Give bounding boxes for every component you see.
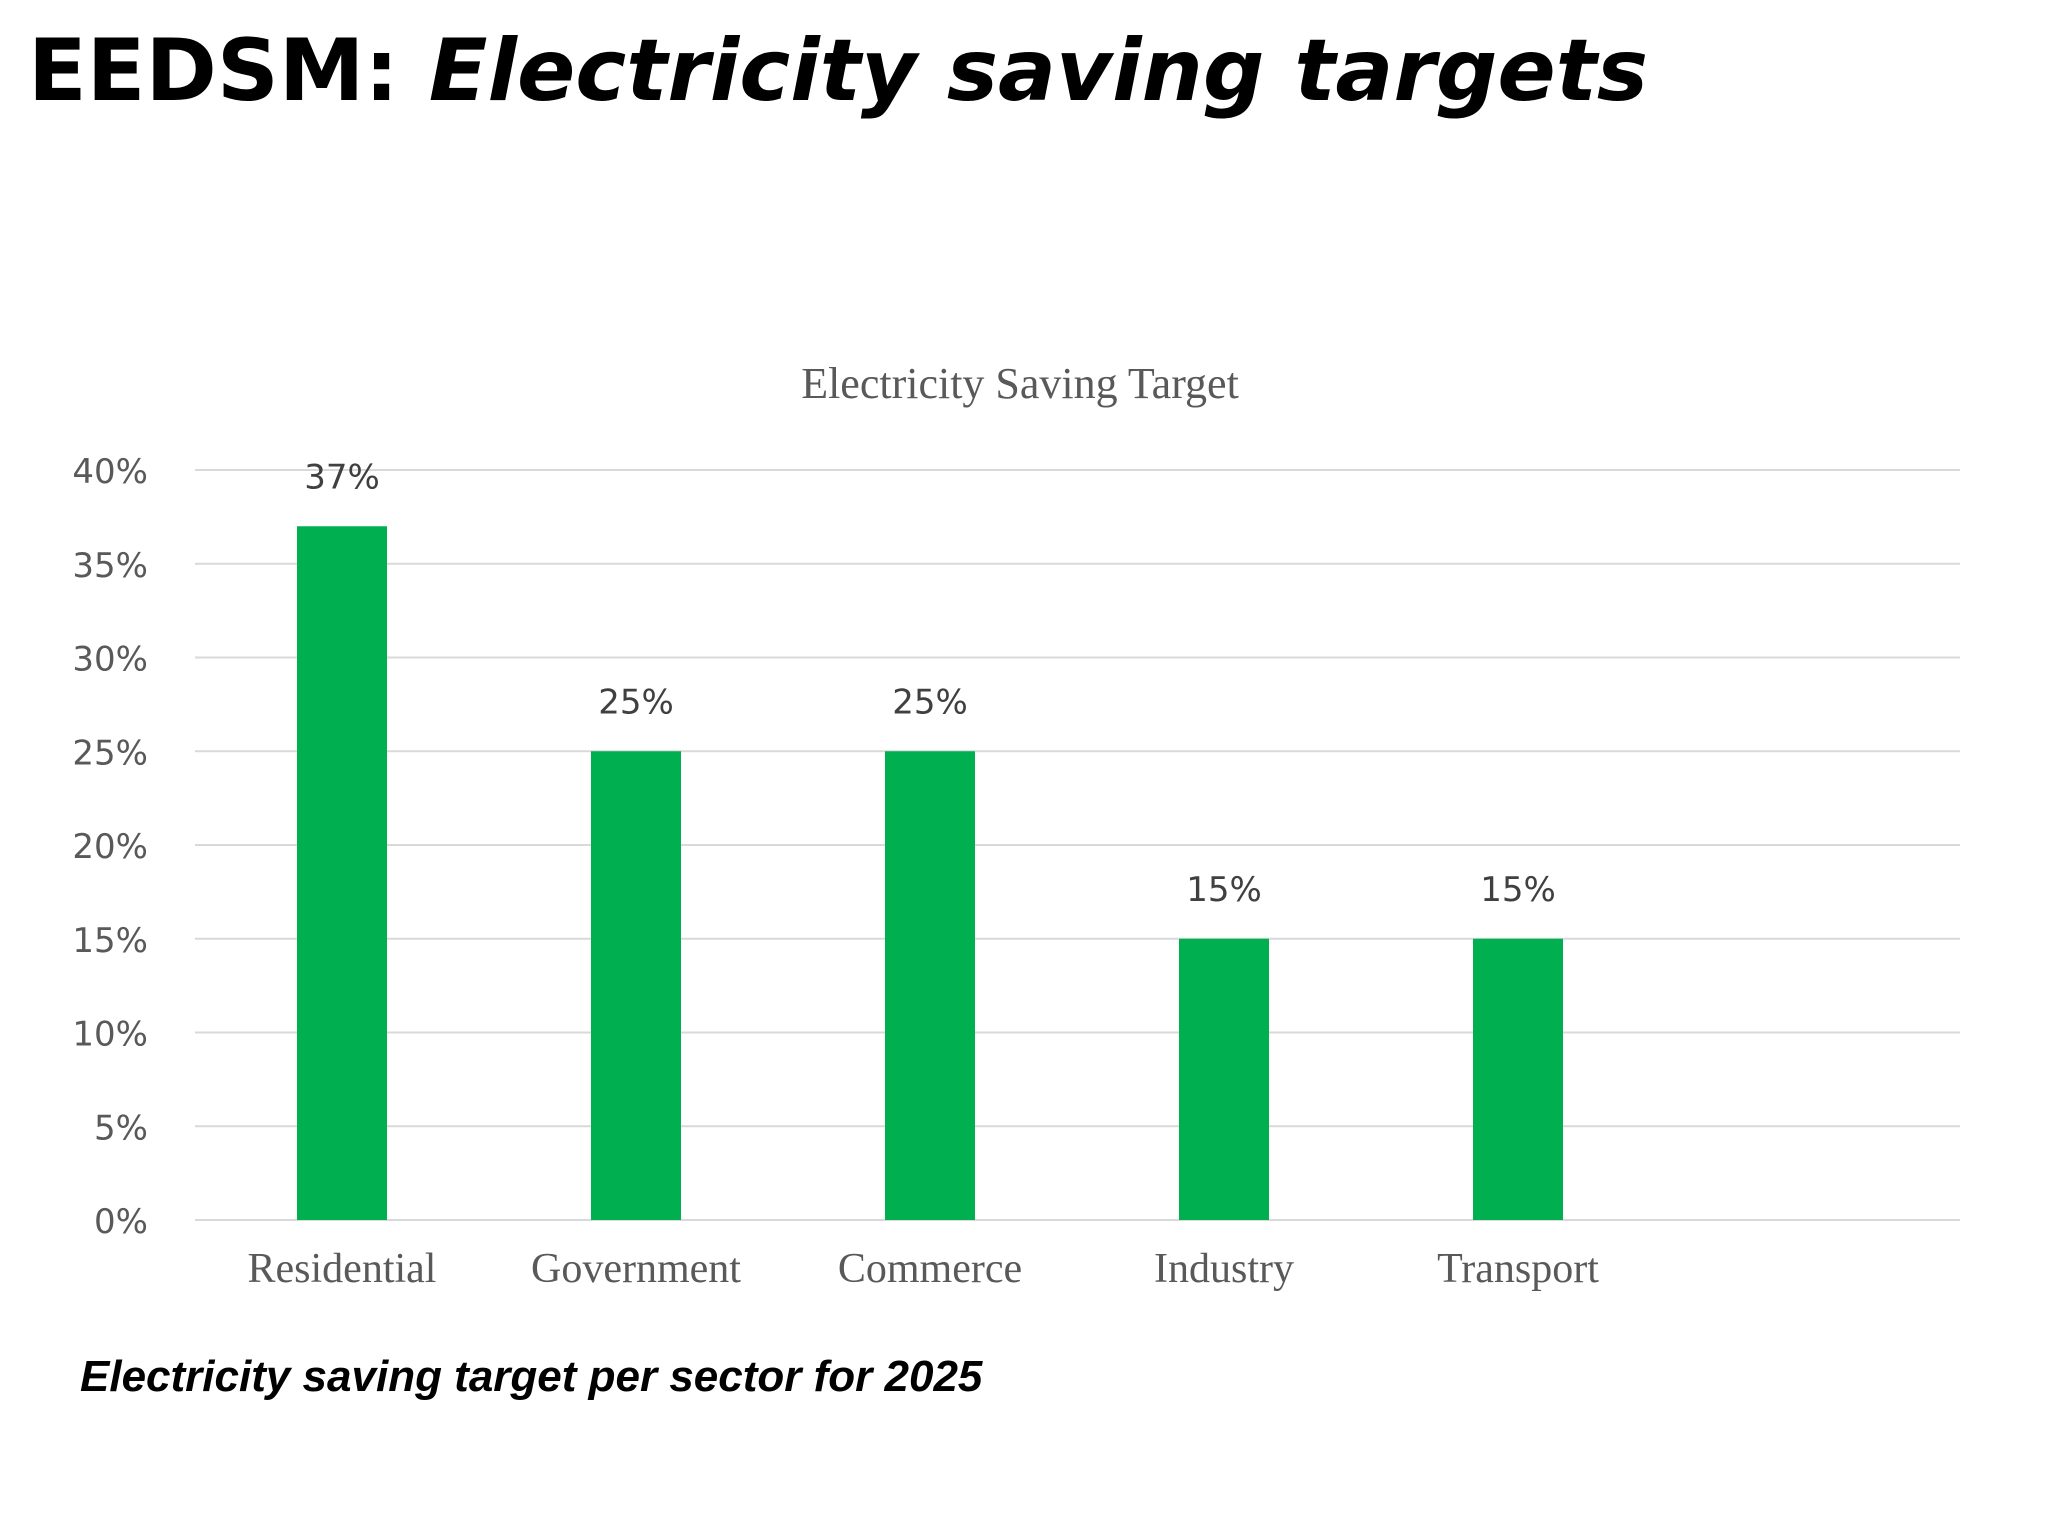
- y-tick-label: 0%: [94, 1202, 148, 1242]
- data-label-government: 25%: [598, 682, 674, 722]
- data-label-commerce: 25%: [892, 682, 968, 722]
- y-tick-label: 5%: [94, 1108, 148, 1148]
- data-label-industry: 15%: [1186, 870, 1262, 910]
- data-label-residential: 37%: [304, 457, 380, 497]
- gridlines: [195, 469, 1960, 1221]
- x-category-label-transport: Transport: [1437, 1246, 1599, 1292]
- data-labels: 37% 25% 25% 15% 15%: [304, 457, 1556, 910]
- slide-title: EEDSM: Electricity saving targets: [28, 22, 1648, 121]
- y-tick-label: 20%: [72, 827, 148, 867]
- y-tick-label: 10%: [72, 1015, 148, 1055]
- bar-government: [591, 751, 681, 1220]
- slide-title-italic: Electricity saving targets: [428, 21, 1649, 121]
- data-label-transport: 15%: [1480, 870, 1556, 910]
- x-category-label-residential: Residential: [248, 1246, 437, 1292]
- bar-commerce: [885, 751, 975, 1220]
- x-category-label-government: Government: [531, 1246, 741, 1292]
- y-tick-label: 35%: [72, 546, 148, 586]
- y-tick-label: 40%: [72, 452, 148, 492]
- x-category-label-industry: Industry: [1154, 1246, 1294, 1292]
- chart-title: Electricity Saving Target: [801, 359, 1239, 408]
- slide-title-prefix: EEDSM:: [28, 21, 429, 121]
- bar-residential: [297, 526, 387, 1220]
- chart-caption: Electricity saving target per sector for…: [80, 1352, 983, 1401]
- y-tick-label: 30%: [72, 640, 148, 680]
- x-axis-category-labels: Residential Government Commerce Industry Tra…: [248, 1246, 1600, 1292]
- y-axis-tick-labels: 0% 5% 10% 15% 20% 25% 30% 35% 40%: [72, 452, 148, 1242]
- x-category-label-commerce: Commerce: [838, 1246, 1022, 1292]
- y-tick-label: 15%: [72, 921, 148, 961]
- bars: [297, 526, 1563, 1220]
- bar-transport: [1473, 938, 1563, 1220]
- y-tick-label: 25%: [72, 733, 148, 773]
- bar-industry: [1179, 938, 1269, 1220]
